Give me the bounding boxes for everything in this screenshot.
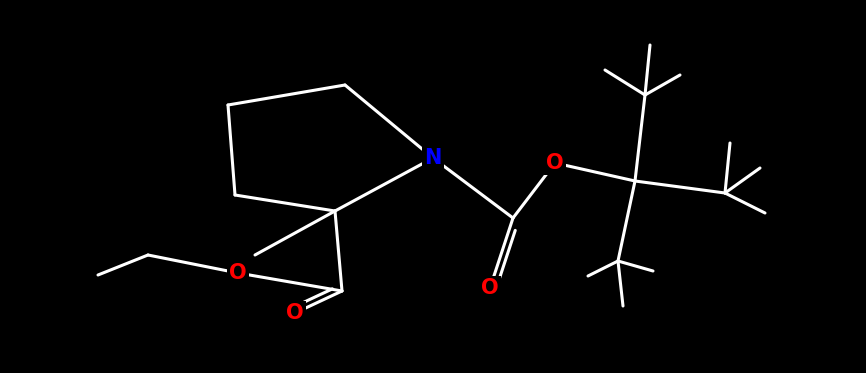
Text: N: N xyxy=(424,148,442,168)
Text: O: O xyxy=(229,263,247,283)
Text: O: O xyxy=(546,153,564,173)
Text: O: O xyxy=(286,303,304,323)
Text: O: O xyxy=(481,278,499,298)
